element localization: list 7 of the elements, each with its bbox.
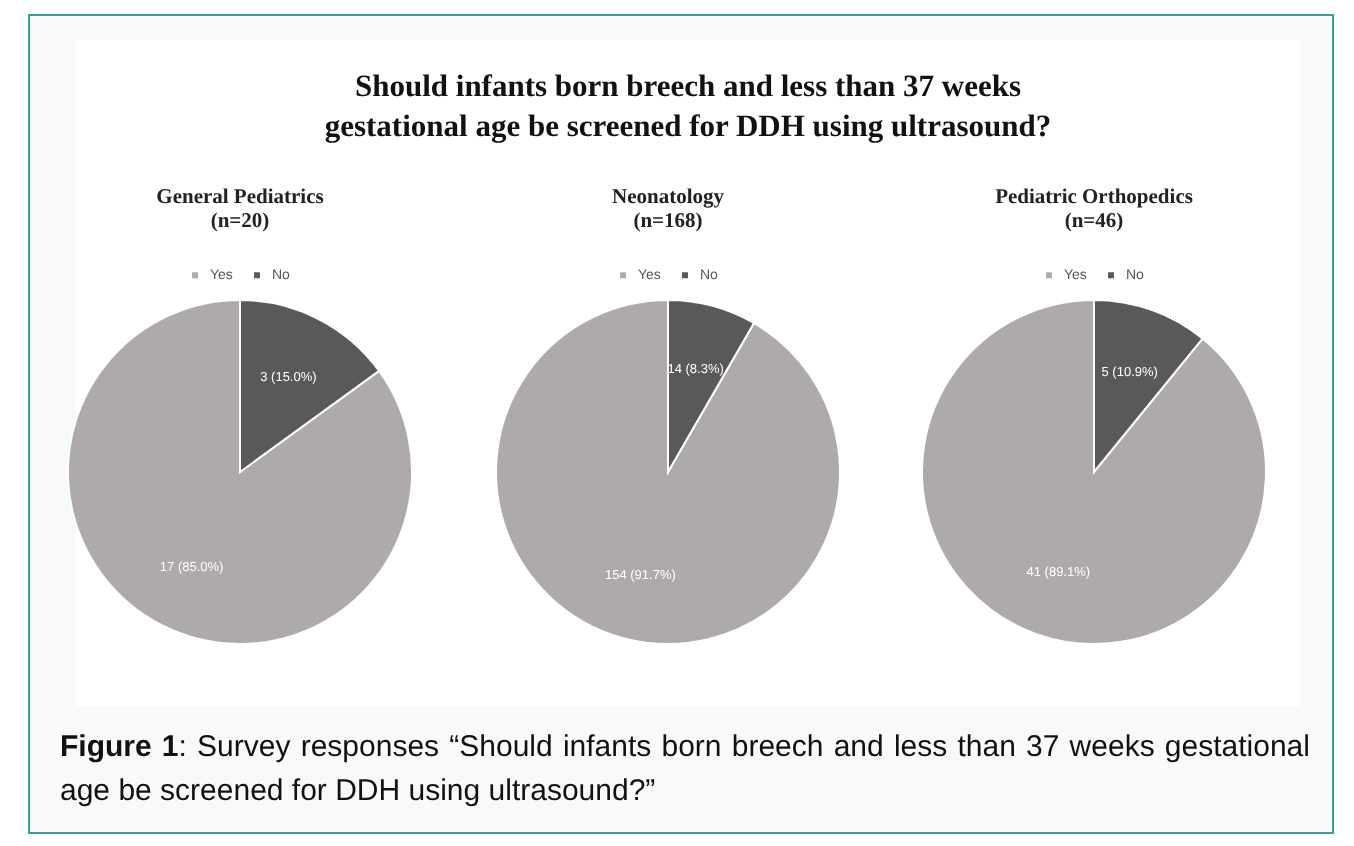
chart-title: General Pediatrics (n=20) — [156, 187, 324, 233]
pie-slice — [494, 299, 840, 645]
caption: Figure 1: Survey responses “Should infants born breech and less than 37 weeks gestational age be screened for DDH using ultrasound?” — [60, 728, 1310, 812]
pie-slice — [921, 299, 1267, 645]
chart-title: Neonatology (n=168) — [611, 187, 725, 233]
chart-title: Pediatric Orthopedics (n=46) — [995, 187, 1193, 233]
text: Should infants born breech and less than 37 weeks gestational age be screened for DDH using ultrasound? — [322, 68, 1054, 148]
